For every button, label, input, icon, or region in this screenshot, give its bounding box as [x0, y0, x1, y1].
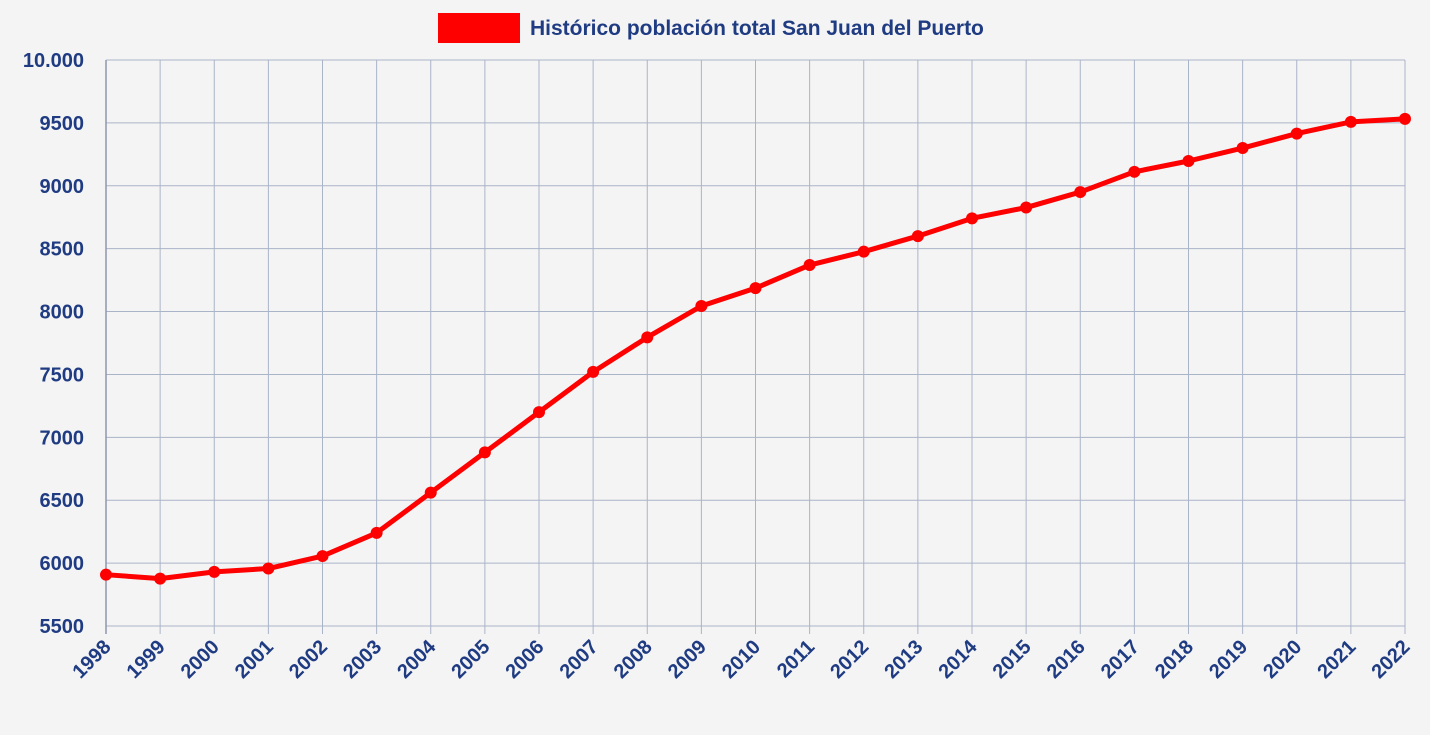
x-tick-label: 2020	[1259, 636, 1306, 683]
data-point	[966, 212, 978, 225]
legend-label: Histórico población total San Juan del P…	[530, 17, 984, 40]
x-tick-label: 2001	[231, 636, 278, 683]
data-point	[1128, 165, 1141, 178]
x-tick-label: 2021	[1313, 636, 1360, 683]
x-tick-label: 2006	[502, 636, 549, 683]
y-tick-label: 6500	[40, 490, 85, 512]
data-point	[911, 230, 924, 243]
data-point	[316, 550, 329, 563]
data-point	[100, 568, 112, 581]
x-tick-label: 2004	[393, 635, 441, 683]
x-tick-label: 2008	[610, 636, 657, 683]
data-point	[749, 282, 762, 295]
x-tick-label: 2018	[1151, 636, 1198, 683]
series	[100, 112, 1411, 585]
data-point	[1020, 201, 1033, 214]
grid	[105, 59, 1406, 634]
x-tick-label: 2015	[989, 636, 1036, 683]
data-point	[262, 562, 275, 575]
x-tick-label: 2010	[718, 636, 765, 683]
x-tick-label: 2005	[447, 636, 494, 683]
y-axis-ticks: 5500 6000 6500 7000 7500 8000 8500 9000 9500 10.0…	[23, 50, 84, 638]
x-tick-label: 2003	[339, 636, 386, 683]
data-point	[1399, 112, 1411, 125]
y-tick-label: 9000	[40, 176, 85, 198]
y-tick-label: 5500	[40, 616, 85, 638]
x-tick-label: 1999	[123, 636, 170, 683]
x-tick-label: 2002	[285, 636, 332, 683]
x-tick-label: 2016	[1043, 636, 1090, 683]
data-point	[803, 259, 816, 272]
y-tick-label: 10.000	[23, 50, 84, 72]
y-tick-label: 7500	[40, 364, 85, 386]
x-tick-label: 2011	[773, 636, 819, 682]
data-point	[695, 300, 708, 313]
data-point	[478, 446, 491, 459]
legend-swatch	[438, 13, 520, 43]
data-point	[370, 526, 383, 539]
data-point	[208, 565, 221, 578]
x-tick-label: 2012	[826, 636, 873, 683]
data-point	[1074, 186, 1087, 199]
y-tick-label: 8000	[40, 302, 85, 324]
data-point	[857, 245, 870, 258]
data-point	[641, 331, 654, 344]
x-tick-label: 2019	[1205, 636, 1252, 683]
data-point	[1290, 127, 1303, 140]
y-tick-label: 7000	[40, 427, 85, 449]
x-axis-ticks: 1998 1999 2000 2001 2002 2003 2004 2005 2006 2007…	[69, 635, 1415, 683]
data-point	[1344, 115, 1357, 128]
data-point	[587, 365, 600, 378]
data-point	[424, 486, 437, 499]
x-tick-label: 1998	[69, 636, 116, 683]
data-point	[154, 572, 167, 585]
data-point	[1236, 142, 1249, 155]
y-tick-label: 9500	[40, 113, 85, 135]
y-tick-label: 6000	[40, 553, 85, 575]
x-tick-label: 2013	[880, 636, 927, 683]
legend: Histórico población total San Juan del P…	[438, 13, 984, 43]
x-tick-label: 2022	[1368, 636, 1415, 683]
x-tick-label: 2000	[177, 636, 224, 683]
data-point	[533, 406, 545, 419]
x-tick-label: 2014	[935, 635, 983, 683]
x-tick-label: 2017	[1097, 636, 1144, 683]
data-point	[1182, 154, 1195, 167]
x-tick-label: 2009	[664, 636, 711, 683]
y-tick-label: 8500	[40, 239, 85, 261]
x-tick-label: 2007	[556, 636, 603, 683]
